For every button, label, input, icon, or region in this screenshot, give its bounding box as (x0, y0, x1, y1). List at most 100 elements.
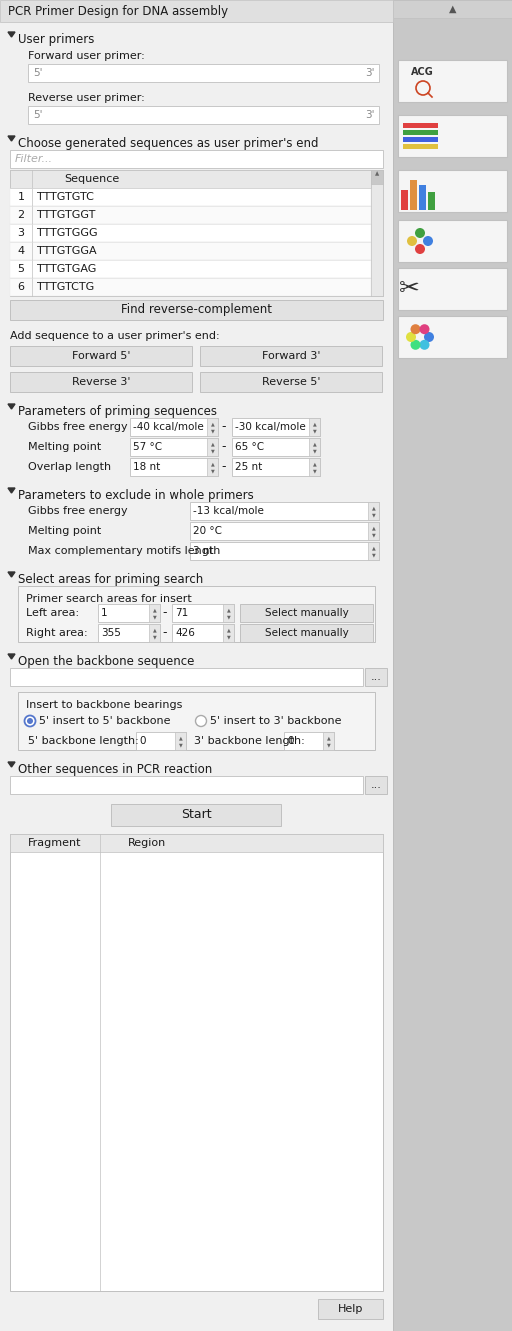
Bar (371, 170, 383, 184)
Text: Reverse user primer:: Reverse user primer: (28, 93, 145, 102)
Text: ▼: ▼ (227, 615, 230, 619)
Text: Melting point: Melting point (28, 442, 101, 453)
Text: TTTGTGGG: TTTGTGGG (37, 228, 98, 238)
Text: Insert to backbone bearings: Insert to backbone bearings (26, 700, 182, 709)
Text: ▲: ▲ (179, 735, 182, 740)
Text: ...: ... (371, 672, 381, 681)
Text: 5' insert to 5' backbone: 5' insert to 5' backbone (39, 716, 170, 725)
Bar (393, 0, 512, 1331)
Bar (309, 418, 320, 437)
Bar (136, 732, 186, 749)
Text: PCR Primer Design for DNA assembly: PCR Primer Design for DNA assembly (8, 4, 228, 17)
Bar (398, 114, 507, 157)
Text: ▼: ▼ (313, 449, 316, 454)
Text: ▼: ▼ (327, 743, 330, 748)
Text: Open the backbone sequence: Open the backbone sequence (18, 655, 195, 668)
Bar (10, 835, 383, 852)
Text: TTTGTGGT: TTTGTGGT (37, 210, 95, 220)
Bar (368, 522, 379, 540)
Polygon shape (8, 654, 15, 659)
Text: Fragment: Fragment (28, 839, 82, 848)
Bar (207, 418, 218, 437)
Text: 18 nt: 18 nt (133, 462, 160, 473)
Text: 0: 0 (139, 736, 145, 745)
Bar (365, 668, 387, 685)
Bar (172, 604, 234, 622)
Circle shape (423, 236, 433, 246)
Text: 5: 5 (17, 264, 25, 274)
Text: ▼: ▼ (179, 743, 182, 748)
Bar (10, 224, 371, 242)
Bar (398, 170, 507, 212)
Text: Right area:: Right area: (26, 628, 88, 638)
Bar (398, 315, 507, 358)
Text: ▲: ▲ (210, 441, 215, 446)
Bar (419, 185, 426, 210)
Bar (200, 346, 382, 366)
Text: ▲: ▲ (372, 544, 375, 550)
Bar (398, 268, 507, 310)
Text: -30 kcal/mole: -30 kcal/mole (235, 422, 306, 433)
Text: -: - (222, 461, 226, 474)
Bar (223, 604, 234, 622)
Bar (207, 438, 218, 457)
Polygon shape (8, 32, 15, 37)
Text: Choose generated sequences as user primer's end: Choose generated sequences as user prime… (18, 137, 318, 150)
Bar (10, 170, 383, 295)
Text: 71: 71 (175, 608, 188, 618)
Text: -: - (163, 627, 167, 639)
Bar (223, 624, 234, 642)
Text: TTTGTGAG: TTTGTGAG (37, 264, 96, 274)
Bar (98, 604, 160, 622)
Text: TTTGTCTG: TTTGTCTG (37, 282, 94, 291)
Text: ▲: ▲ (153, 607, 156, 612)
Circle shape (411, 339, 420, 350)
Bar (368, 502, 379, 520)
Polygon shape (8, 136, 15, 141)
Text: 20 °C: 20 °C (193, 526, 222, 536)
Text: 6: 6 (17, 282, 25, 291)
Text: Reverse 3': Reverse 3' (72, 377, 130, 387)
Text: Primer search areas for insert: Primer search areas for insert (26, 594, 192, 604)
Text: ▲: ▲ (372, 504, 375, 510)
Text: ▼: ▼ (372, 552, 375, 558)
Bar (10, 150, 383, 168)
Text: Melting point: Melting point (28, 526, 101, 536)
Bar (98, 624, 160, 642)
Text: 355: 355 (101, 628, 121, 638)
Text: Sequence: Sequence (65, 174, 120, 184)
Text: 3: 3 (17, 228, 25, 238)
Bar (28, 106, 379, 124)
Bar (232, 418, 320, 437)
Text: 3': 3' (366, 68, 375, 79)
Text: ▲: ▲ (313, 441, 316, 446)
Bar (149, 624, 160, 642)
Text: ▲: ▲ (313, 461, 316, 466)
Text: -: - (222, 441, 226, 454)
Text: ▼: ▼ (210, 449, 215, 454)
Text: ▼: ▼ (227, 635, 230, 639)
Text: -: - (222, 421, 226, 434)
Bar (175, 732, 186, 749)
Circle shape (415, 244, 425, 254)
Bar (130, 458, 218, 476)
Text: 5': 5' (33, 110, 42, 120)
Text: -13 kcal/mole: -13 kcal/mole (193, 506, 264, 516)
Text: Start: Start (181, 808, 211, 821)
Text: ▲: ▲ (327, 735, 330, 740)
Text: ...: ... (371, 780, 381, 791)
Bar (284, 732, 334, 749)
Bar (18, 692, 375, 749)
Bar (10, 299, 383, 319)
Bar (190, 542, 379, 560)
Bar (428, 192, 435, 210)
Bar (18, 586, 375, 642)
Polygon shape (8, 405, 15, 409)
Bar (207, 458, 218, 476)
Bar (190, 502, 379, 520)
Bar (130, 438, 218, 457)
Text: 0: 0 (287, 736, 293, 745)
Bar (309, 458, 320, 476)
Bar (10, 206, 371, 224)
Polygon shape (8, 763, 15, 767)
